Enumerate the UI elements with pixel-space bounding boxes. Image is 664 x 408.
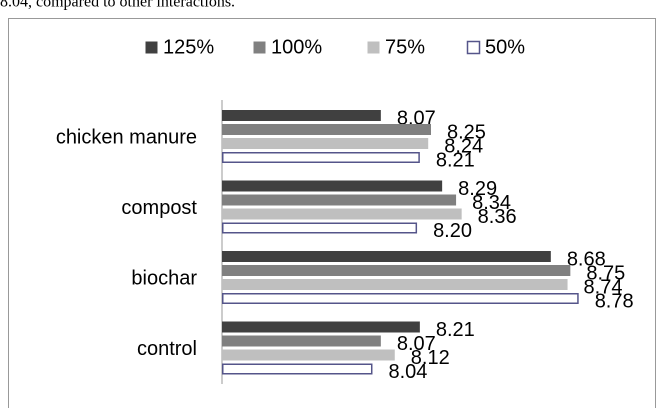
bar: [222, 152, 420, 163]
data-label: 8.24: [444, 135, 483, 157]
data-label: 8.78: [595, 290, 634, 312]
bar: [222, 363, 373, 375]
bar: [222, 251, 551, 262]
legend-label: 100%: [271, 36, 322, 58]
bar: [222, 279, 568, 290]
data-label: 8.21: [436, 319, 475, 341]
bar: [222, 138, 429, 149]
data-label: 8.34: [472, 192, 511, 214]
legend-swatch: [145, 41, 158, 54]
bar: [222, 349, 395, 361]
data-label: 8.07: [397, 107, 436, 129]
bar: [222, 110, 381, 121]
data-label: 8.12: [411, 347, 450, 369]
y-tick-label: chicken manure: [56, 126, 197, 148]
legend-label: 75%: [385, 36, 425, 58]
legend-swatch: [466, 40, 481, 55]
bar: [222, 180, 443, 192]
bar: [222, 335, 381, 347]
legend-label: 50%: [485, 36, 525, 58]
bar: [222, 293, 579, 304]
bar: [222, 222, 418, 234]
chart-frame: [8, 18, 656, 408]
data-label: 8.20: [433, 220, 472, 242]
legend-label: 125%: [163, 36, 214, 58]
bar: [222, 265, 571, 276]
data-label: 8.68: [567, 248, 606, 270]
data-label: 8.75: [586, 262, 625, 284]
caption: 8.04, compared to other interactions.: [0, 0, 235, 11]
bar: [222, 321, 420, 333]
y-tick-label: control: [137, 338, 197, 360]
legend-swatch: [253, 41, 266, 54]
bar: [222, 124, 431, 135]
y-tick-label: compost: [121, 197, 197, 219]
bar: [222, 194, 457, 206]
y-tick-label: biochar: [131, 267, 197, 289]
bar: [222, 208, 462, 220]
data-label: 8.07: [397, 333, 436, 355]
data-label: 8.29: [458, 178, 497, 200]
data-label: 8.36: [478, 206, 517, 228]
legend-swatch: [367, 41, 380, 54]
data-label: 8.21: [436, 149, 475, 171]
data-label: 8.74: [584, 276, 623, 298]
data-label: 8.04: [388, 361, 427, 383]
data-label: 8.25: [447, 121, 486, 143]
